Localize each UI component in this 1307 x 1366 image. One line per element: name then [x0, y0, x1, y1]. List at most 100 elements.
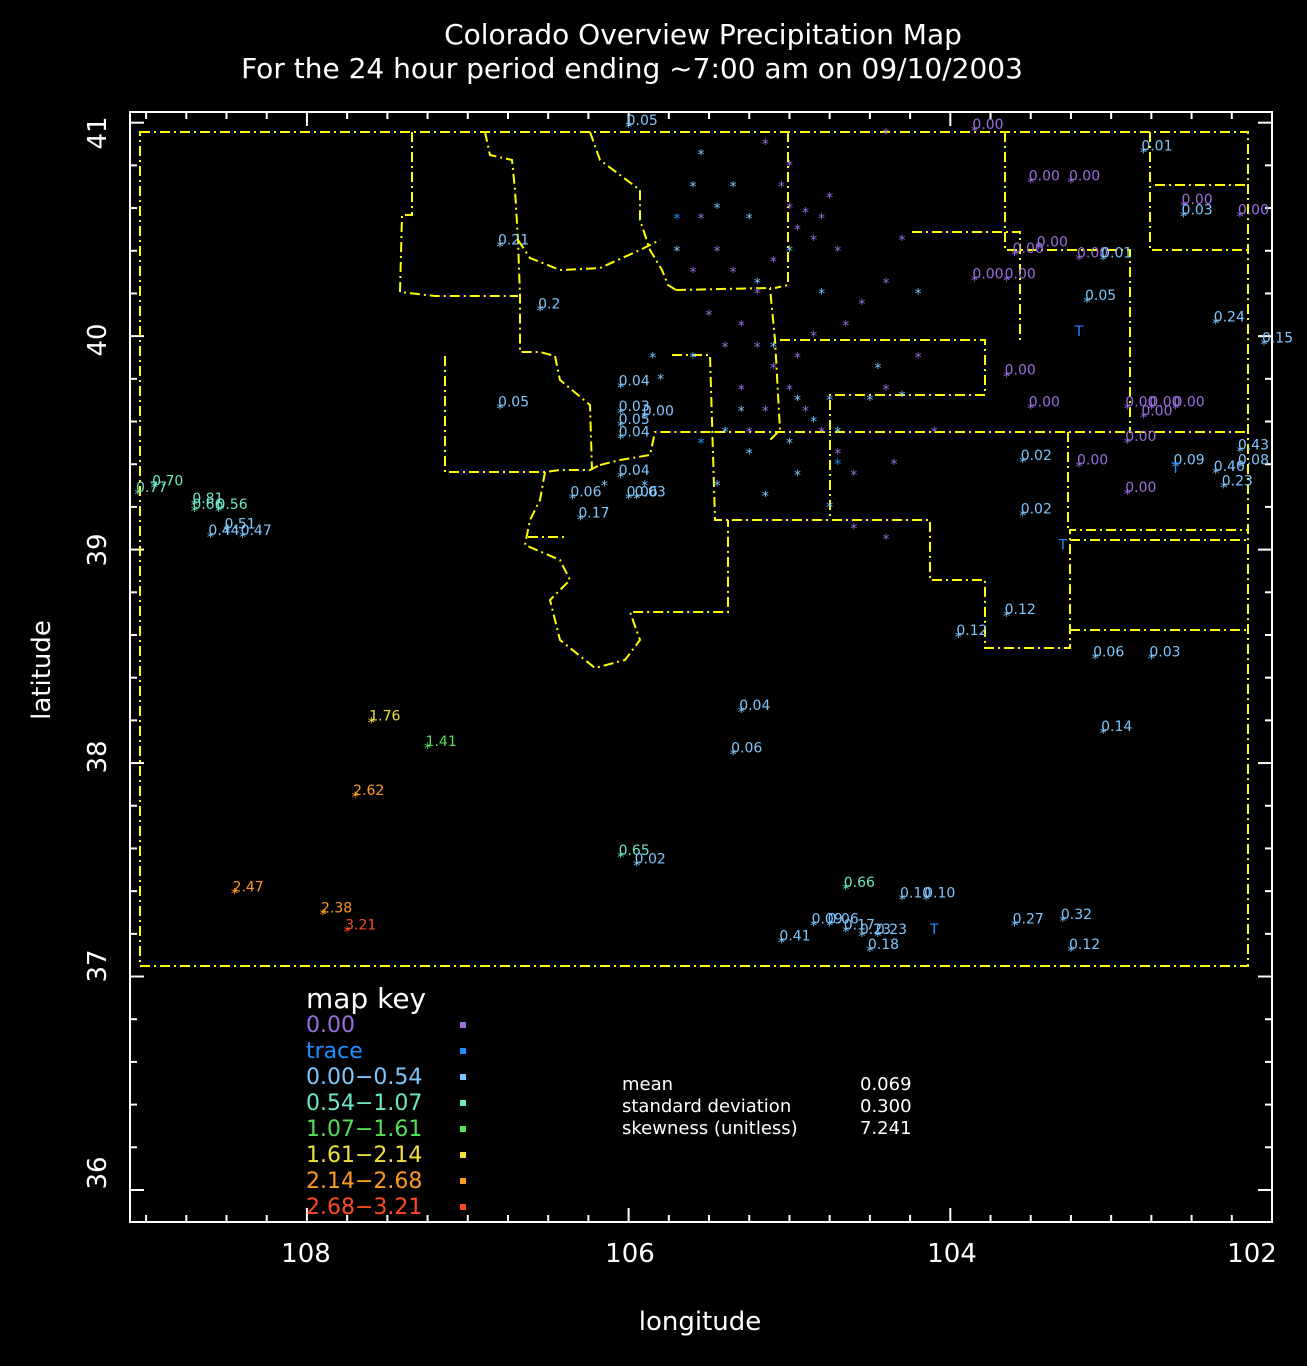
- station-marker: *: [891, 457, 898, 473]
- precip-value-label: 0.06: [627, 484, 658, 500]
- precip-value-label: 0.00: [1037, 235, 1068, 251]
- precip-value-label: 0.70: [152, 474, 183, 490]
- x-axis-label: longitude: [639, 1307, 762, 1337]
- station-marker: *: [786, 436, 793, 452]
- station-marker: *: [842, 925, 849, 941]
- station-marker: *: [955, 630, 962, 646]
- station-marker: *: [762, 404, 769, 420]
- x-tick-label: 108: [281, 1239, 331, 1269]
- precip-value-label: 0.56: [216, 497, 247, 513]
- precip-value-label: 0.02: [1021, 448, 1052, 464]
- precip-value-label: 0.05: [498, 395, 529, 411]
- precip-value-label: 0.02: [635, 852, 666, 868]
- y-axis-label: latitude: [27, 620, 57, 720]
- precip-value-label: 0.00: [972, 267, 1003, 283]
- precip-value-label: 0.43: [1238, 437, 1269, 453]
- station-marker: *: [826, 190, 833, 206]
- precip-value-label: 0.66: [844, 875, 875, 891]
- station-marker: *: [882, 532, 889, 548]
- map-key-label: 2.68−3.21: [306, 1195, 422, 1220]
- observation-points: * * * * * * * * * * * * * * * * * * * * * * * * * * * * * * * * * * * * * * * *…: [135, 113, 1294, 960]
- station-marker: *: [698, 212, 705, 228]
- station-marker: *: [1075, 459, 1082, 475]
- station-marker: *: [714, 244, 721, 260]
- plot-frame: [129, 111, 1273, 1223]
- station-marker: *: [874, 361, 881, 377]
- county-boundary: [912, 231, 1021, 340]
- station-marker: *: [810, 415, 817, 431]
- map-key-label: 2.14−2.68: [306, 1169, 422, 1194]
- precip-value-label: 0.12: [1069, 937, 1100, 953]
- map-key-swatch: [460, 1178, 466, 1184]
- precip-value-label: 0.08: [1238, 452, 1269, 468]
- precip-value-label: 0.17: [578, 506, 609, 522]
- station-marker: *: [786, 201, 793, 217]
- station-marker: *: [617, 432, 624, 448]
- station-marker: *: [215, 504, 222, 520]
- station-marker: *: [730, 265, 737, 281]
- station-marker: *: [352, 790, 359, 806]
- precip-value-label: 0.00: [1141, 403, 1172, 419]
- stat-skew-value: 7.241: [860, 1118, 912, 1139]
- station-marker: *: [754, 286, 761, 302]
- trace-marker: T: [1074, 324, 1084, 340]
- station-marker: *: [842, 882, 849, 898]
- station-marker: *: [1212, 316, 1219, 332]
- station-marker: *: [794, 468, 801, 484]
- station-marker: *: [1236, 444, 1243, 460]
- precip-value-label: 0.00: [1069, 168, 1100, 184]
- precip-value-label: 0.05: [1085, 288, 1116, 304]
- station-marker: *: [1140, 146, 1147, 162]
- stat-sd-value: 0.300: [860, 1096, 912, 1117]
- station-marker: *: [923, 893, 930, 909]
- precip-value-label: 2.62: [353, 783, 384, 799]
- station-marker: *: [1140, 410, 1147, 426]
- trace-marker: T: [1058, 538, 1068, 554]
- station-marker: *: [424, 741, 431, 757]
- precip-value-label: 0.81: [192, 491, 223, 507]
- station-marker: *: [810, 329, 817, 345]
- station-marker: *: [223, 523, 230, 539]
- station-marker: *: [1092, 651, 1099, 667]
- station-marker: *: [657, 372, 664, 388]
- state-boundary: [139, 131, 1249, 967]
- station-marker: *: [818, 212, 825, 228]
- station-marker: *: [1260, 338, 1267, 354]
- station-marker: *: [818, 286, 825, 302]
- station-marker: *: [722, 340, 729, 356]
- map-key-swatch: [460, 1152, 466, 1158]
- precip-value-label: 0.09: [1173, 452, 1204, 468]
- tick-marks: [130, 112, 1273, 1222]
- station-marker: *: [858, 929, 865, 945]
- station-marker: *: [778, 935, 785, 951]
- station-marker: *: [698, 436, 705, 452]
- station-marker: *: [866, 944, 873, 960]
- precip-value-label: 0.23: [1222, 474, 1253, 490]
- station-marker: *: [1003, 370, 1010, 386]
- station-marker: *: [738, 705, 745, 721]
- trace-marker: T: [929, 922, 939, 938]
- station-marker: *: [649, 350, 656, 366]
- station-marker: *: [231, 886, 238, 902]
- station-marker: *: [1220, 481, 1227, 497]
- station-marker: *: [786, 244, 793, 260]
- station-marker: *: [1148, 402, 1155, 418]
- station-marker: *: [1011, 248, 1018, 264]
- station-marker: *: [762, 489, 769, 505]
- map-key-label: 0.00−0.54: [306, 1065, 422, 1090]
- precip-value-label: 0.23: [876, 922, 907, 938]
- map-key-swatch: [460, 1100, 466, 1106]
- precip-value-label: 2.38: [321, 901, 352, 917]
- stat-skew-label: skewness (unitless): [622, 1118, 798, 1139]
- station-marker: *: [320, 908, 327, 924]
- precip-value-label: 0.00: [1238, 203, 1269, 219]
- precip-value-label: 0.06: [731, 741, 762, 757]
- station-marker: *: [1075, 252, 1082, 268]
- station-marker: *: [842, 318, 849, 334]
- precip-value-label: 0.21: [498, 232, 529, 248]
- precip-value-label: 0.66: [192, 497, 223, 513]
- precip-value-label: 3.21: [345, 918, 376, 934]
- precip-value-label: 1.76: [369, 709, 400, 725]
- station-marker: *: [826, 393, 833, 409]
- county-boundary: [398, 132, 518, 297]
